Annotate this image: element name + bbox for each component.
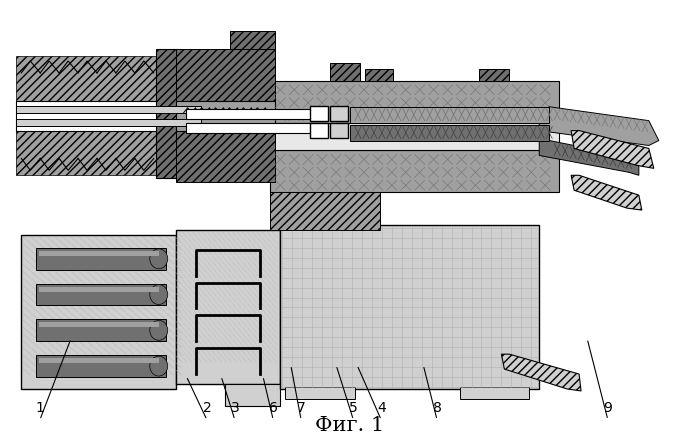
- Bar: [460, 387, 529, 399]
- Bar: [270, 192, 380, 230]
- Bar: [39, 322, 159, 327]
- Bar: [36, 355, 166, 377]
- Bar: [16, 106, 201, 113]
- Text: 8: 8: [433, 401, 442, 415]
- Text: 6: 6: [269, 401, 278, 415]
- Bar: [16, 56, 171, 101]
- Bar: [39, 287, 159, 292]
- Bar: [16, 119, 201, 126]
- Bar: [350, 124, 550, 140]
- Bar: [270, 150, 559, 192]
- Bar: [330, 106, 348, 120]
- Ellipse shape: [150, 285, 168, 305]
- Bar: [186, 109, 315, 119]
- Bar: [310, 123, 328, 137]
- Bar: [176, 101, 275, 131]
- Bar: [156, 49, 181, 178]
- Bar: [330, 123, 348, 137]
- Text: 9: 9: [603, 401, 612, 415]
- Bar: [16, 101, 171, 131]
- Bar: [330, 63, 360, 81]
- Ellipse shape: [150, 320, 168, 340]
- Bar: [39, 358, 159, 363]
- Ellipse shape: [150, 356, 168, 376]
- Bar: [16, 131, 171, 175]
- Text: 4: 4: [377, 401, 386, 415]
- Bar: [365, 69, 393, 81]
- Text: 2: 2: [203, 401, 211, 415]
- Bar: [286, 387, 355, 399]
- Bar: [21, 235, 176, 389]
- Text: 5: 5: [349, 401, 358, 415]
- Bar: [280, 225, 539, 389]
- Bar: [186, 123, 315, 132]
- Bar: [36, 248, 166, 270]
- Bar: [225, 384, 280, 406]
- Bar: [230, 31, 275, 49]
- Polygon shape: [539, 107, 659, 145]
- Text: 1: 1: [35, 401, 44, 415]
- Bar: [310, 106, 328, 120]
- Ellipse shape: [150, 249, 168, 268]
- Text: 3: 3: [230, 401, 239, 415]
- Polygon shape: [539, 140, 639, 175]
- Bar: [350, 107, 550, 123]
- Polygon shape: [571, 131, 654, 168]
- Bar: [36, 319, 166, 341]
- Bar: [176, 49, 275, 101]
- Bar: [36, 284, 166, 306]
- Bar: [39, 251, 159, 256]
- Bar: [270, 81, 559, 123]
- Bar: [480, 69, 510, 81]
- Bar: [176, 230, 280, 384]
- Bar: [176, 131, 275, 182]
- Bar: [270, 123, 559, 150]
- Polygon shape: [571, 175, 642, 210]
- Text: Фиг. 1: Фиг. 1: [316, 416, 384, 435]
- Polygon shape: [501, 354, 581, 391]
- Text: 7: 7: [297, 401, 306, 415]
